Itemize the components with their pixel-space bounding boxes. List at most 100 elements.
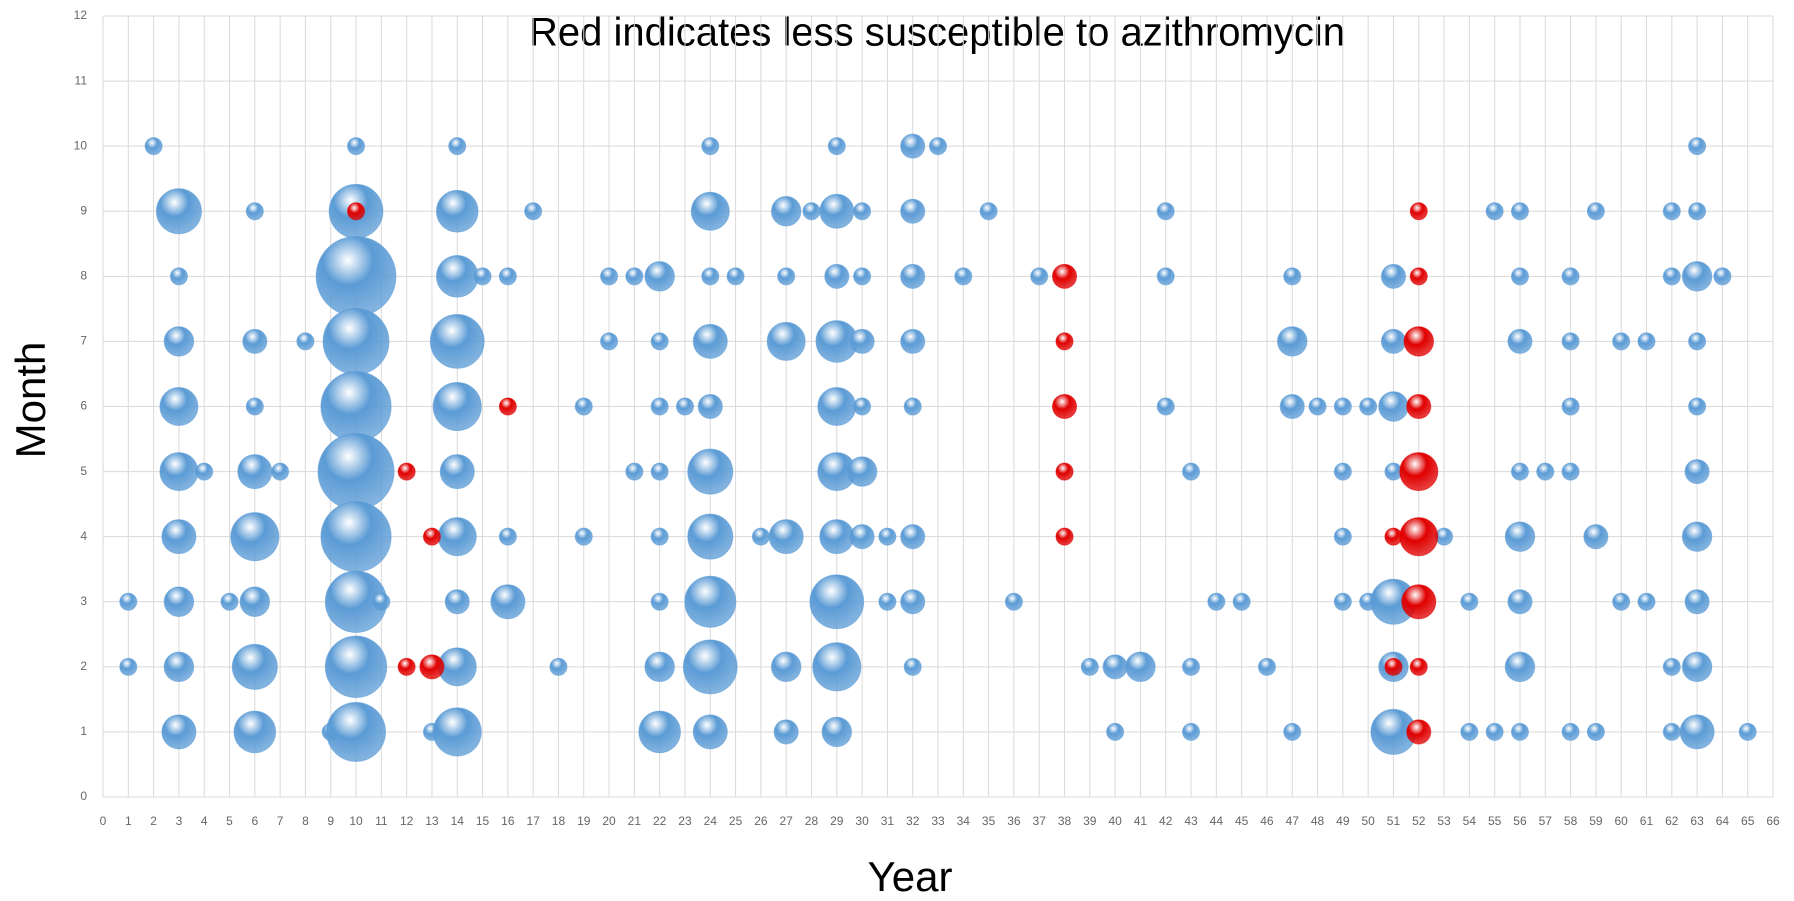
bubble	[1684, 459, 1710, 485]
bubble	[237, 454, 273, 490]
x-tick-label: 53	[1437, 814, 1451, 828]
bubble	[372, 592, 391, 611]
bubble	[1688, 397, 1707, 416]
bubble	[903, 397, 922, 416]
bubble	[498, 527, 517, 546]
x-tick-label: 59	[1589, 814, 1603, 828]
bubble	[1713, 267, 1732, 286]
x-tick-label: 18	[552, 814, 566, 828]
bubble	[1536, 462, 1555, 481]
bubble	[900, 328, 926, 354]
bubble	[682, 639, 738, 695]
x-tick-label: 16	[501, 814, 515, 828]
bubble	[1055, 462, 1074, 481]
x-tick-label: 7	[277, 814, 284, 828]
x-tick-label: 50	[1361, 814, 1375, 828]
bubble	[432, 381, 482, 432]
bubble	[437, 517, 477, 557]
x-tick-label: 15	[476, 814, 490, 828]
y-tick-label: 6	[80, 399, 87, 413]
bubble	[242, 328, 268, 354]
bubble	[498, 267, 517, 286]
bubble	[159, 452, 199, 492]
bubble	[1684, 589, 1710, 615]
bubble	[549, 657, 568, 676]
x-tick-label: 48	[1311, 814, 1325, 828]
x-tick-label: 55	[1488, 814, 1502, 828]
bubble	[435, 189, 479, 233]
x-tick-label: 23	[678, 814, 692, 828]
bubble	[220, 592, 239, 611]
bubble	[1051, 263, 1078, 289]
x-tick-label: 52	[1412, 814, 1426, 828]
bubble	[650, 332, 669, 351]
bubble	[929, 137, 947, 156]
bubble	[846, 456, 878, 487]
bubble	[1232, 592, 1251, 611]
x-tick-label: 14	[451, 814, 465, 828]
x-tick-label: 26	[754, 814, 768, 828]
bubble	[900, 133, 926, 159]
bubble	[770, 196, 802, 227]
bubble	[817, 386, 857, 427]
bubble	[1380, 328, 1406, 354]
bubble	[1561, 722, 1580, 741]
bubble	[1612, 592, 1631, 611]
bubble	[422, 527, 441, 546]
bubble	[245, 202, 264, 221]
x-tick-label: 25	[729, 814, 743, 828]
bubble	[766, 321, 806, 361]
x-tick-label: 37	[1033, 814, 1047, 828]
bubble	[315, 235, 397, 317]
bubble	[1080, 657, 1099, 676]
bubble	[429, 314, 485, 369]
bubble	[347, 137, 366, 156]
bubble	[1688, 202, 1707, 221]
bubble	[1507, 328, 1533, 354]
bubble	[777, 267, 796, 286]
bubble	[802, 202, 821, 221]
bubble	[324, 635, 388, 698]
x-tick-label: 39	[1083, 814, 1097, 828]
bubble	[900, 524, 926, 550]
bubble	[1681, 521, 1713, 552]
bubble	[697, 393, 723, 420]
bubble	[1561, 332, 1580, 351]
bubble	[1156, 267, 1175, 286]
bubble	[119, 657, 138, 676]
bubble	[169, 267, 188, 286]
bubble	[119, 592, 138, 611]
y-tick-label: 7	[80, 334, 87, 348]
bubble	[954, 267, 973, 286]
x-tick-label: 20	[602, 814, 616, 828]
bubble	[853, 397, 872, 416]
bubble	[1182, 722, 1201, 741]
x-tick-label: 61	[1640, 814, 1654, 828]
x-tick-label: 13	[425, 814, 439, 828]
x-tick-label: 6	[251, 814, 258, 828]
bubble	[574, 527, 593, 546]
x-tick-label: 5	[226, 814, 233, 828]
bubble	[1359, 397, 1378, 416]
bubble	[159, 386, 199, 427]
x-tick-label: 47	[1286, 814, 1300, 828]
bubble	[821, 716, 853, 748]
bubble	[687, 448, 734, 495]
bubble	[1156, 397, 1175, 416]
bubble	[1277, 326, 1308, 357]
bubble	[1637, 592, 1656, 611]
x-tick-label: 2	[150, 814, 157, 828]
x-tick-label: 28	[805, 814, 819, 828]
bubble	[1380, 263, 1406, 289]
bubble	[638, 710, 681, 754]
bubble	[1504, 521, 1536, 552]
x-tick-label: 4	[201, 814, 208, 828]
bubble	[900, 589, 926, 615]
x-tick-label: 58	[1564, 814, 1578, 828]
bubble	[435, 255, 479, 298]
bubble	[1283, 722, 1302, 741]
bubble	[625, 462, 644, 481]
bubble	[1485, 202, 1504, 221]
x-tick-label: 35	[982, 814, 996, 828]
